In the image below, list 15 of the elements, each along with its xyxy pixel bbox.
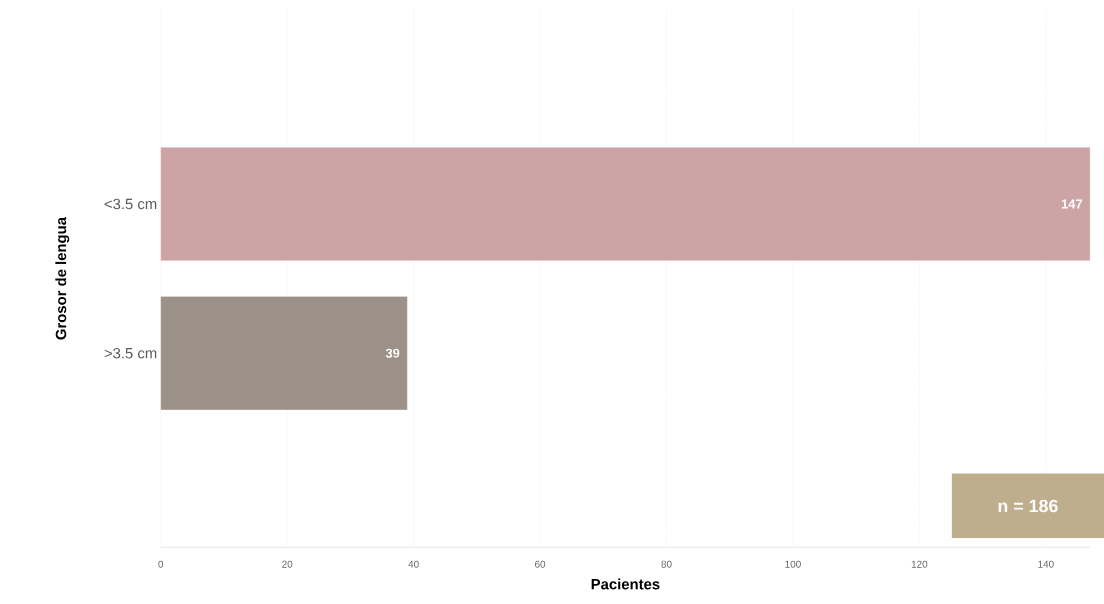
x-tick-label: 40 bbox=[408, 560, 419, 568]
x-tick-label: 140 bbox=[1038, 560, 1054, 568]
x-tick-label: 100 bbox=[785, 560, 801, 568]
x-tick-label: 20 bbox=[282, 560, 293, 568]
x-tick-label: 80 bbox=[661, 560, 672, 568]
y-tick-label: <3.5 cm bbox=[104, 198, 157, 210]
y-tick-label: >3.5 cm bbox=[104, 347, 157, 359]
x-tick-label: 60 bbox=[535, 560, 546, 568]
x-tick-label: 120 bbox=[911, 560, 928, 568]
x-axis-title: Pacientes bbox=[591, 578, 660, 590]
x-tick-label: 0 bbox=[158, 560, 164, 568]
data-label: 39 bbox=[385, 348, 400, 358]
text: n = 186 bbox=[998, 499, 1058, 513]
data-label: 147 bbox=[1061, 199, 1083, 209]
y-axis-title: Grosor de lengua bbox=[55, 216, 70, 340]
